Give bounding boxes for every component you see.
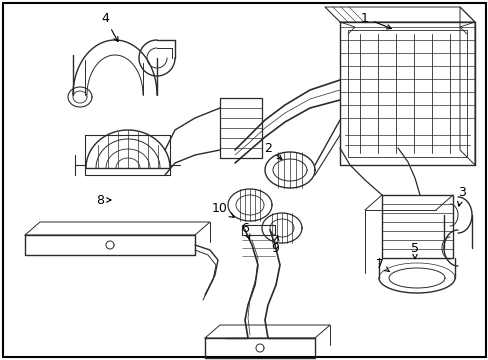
Text: 6: 6 [241, 221, 249, 240]
Text: 8: 8 [96, 194, 111, 207]
Text: 7: 7 [375, 258, 388, 271]
Text: 10: 10 [212, 202, 233, 217]
Text: 2: 2 [264, 141, 281, 159]
Text: 4: 4 [101, 12, 118, 41]
Text: 1: 1 [360, 12, 390, 29]
Text: 3: 3 [457, 185, 465, 206]
Text: 5: 5 [410, 242, 418, 259]
Text: 9: 9 [270, 236, 278, 255]
